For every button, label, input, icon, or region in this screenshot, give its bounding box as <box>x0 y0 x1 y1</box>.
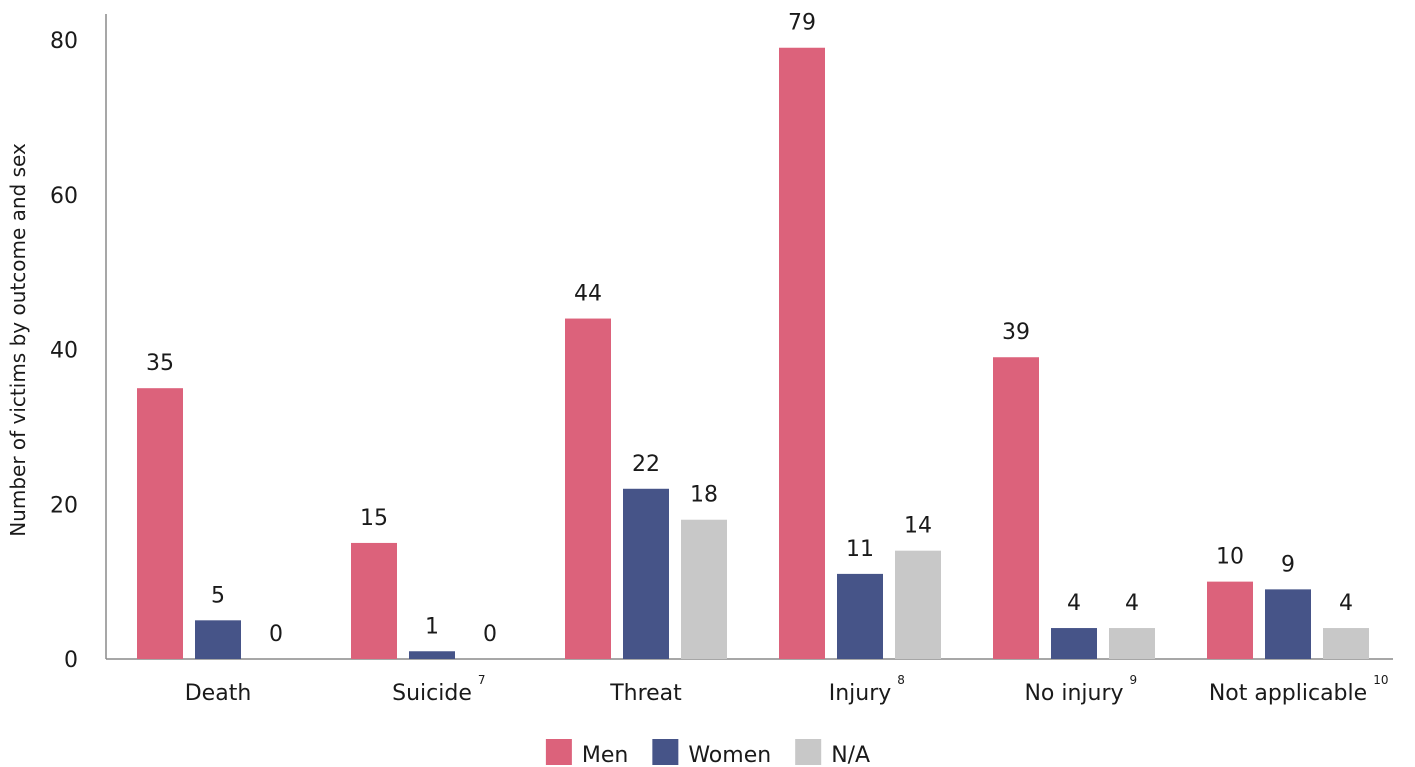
legend-swatch <box>545 739 572 765</box>
category-label: Not applicable <box>1209 681 1367 706</box>
data-label: 1 <box>425 614 439 639</box>
y-tick-label: 0 <box>64 648 78 673</box>
data-label: 11 <box>846 537 874 562</box>
legend-label: Women <box>688 743 771 767</box>
data-label: 0 <box>483 622 497 647</box>
bar-n-a <box>895 550 941 659</box>
data-label: 4 <box>1067 591 1081 616</box>
data-label: 18 <box>690 483 718 508</box>
data-label: 10 <box>1216 545 1244 570</box>
bar-men <box>1207 581 1253 659</box>
bar-women <box>409 651 455 659</box>
bar-women <box>623 488 669 659</box>
y-tick-label: 20 <box>50 493 78 518</box>
axes <box>105 14 1393 660</box>
category-footnote: 10 <box>1373 673 1388 687</box>
legend-item: Women <box>652 739 771 767</box>
category-label: No injury <box>1024 681 1123 706</box>
data-label: 79 <box>788 11 816 36</box>
category-footnote: 8 <box>897 673 905 687</box>
bar-men <box>565 318 611 659</box>
category-label: Suicide <box>392 681 472 706</box>
data-label: 5 <box>211 583 225 608</box>
data-label: 9 <box>1281 552 1295 577</box>
legend-item: Men <box>545 739 628 767</box>
category-label: Threat <box>609 681 682 706</box>
bar-men <box>351 542 397 659</box>
data-label: 44 <box>574 282 602 307</box>
bar-n-a <box>681 519 727 659</box>
legend-swatch <box>795 739 822 765</box>
legend-label: N/A <box>831 743 870 767</box>
bars <box>137 47 1369 660</box>
bar-n-a <box>1109 628 1155 659</box>
y-tick-label: 60 <box>50 184 78 209</box>
legend-item: N/A <box>795 739 870 767</box>
bar-women <box>1051 628 1097 659</box>
bar-men <box>993 357 1039 659</box>
category-labels: Death Suicide 7 Threat Injury 8 No injury 9 Not … <box>185 673 1389 706</box>
data-label: 15 <box>360 506 388 531</box>
data-label: 35 <box>146 351 174 376</box>
y-axis-title: Number of victims by outcome and sex <box>6 143 30 537</box>
bar-women <box>837 573 883 659</box>
data-label: 22 <box>632 452 660 477</box>
bar-n-a <box>1323 628 1369 659</box>
bar-women <box>195 620 241 659</box>
data-label: 4 <box>1339 591 1353 616</box>
legend-swatch <box>652 739 679 765</box>
legend-label: Men <box>582 743 628 767</box>
category-label: Death <box>185 681 252 706</box>
data-label: 4 <box>1125 591 1139 616</box>
data-label: 39 <box>1002 320 1030 345</box>
bar-men <box>779 47 825 660</box>
y-tick-label: 80 <box>50 29 78 54</box>
bar-men <box>137 388 183 659</box>
data-label: 0 <box>269 622 283 647</box>
bar-women <box>1265 589 1311 659</box>
category-footnote: 9 <box>1130 673 1138 687</box>
legend: Men Women N/A <box>545 739 870 767</box>
data-label: 14 <box>904 514 932 539</box>
category-footnote: 7 <box>478 673 486 687</box>
y-tick-label: 40 <box>50 339 78 364</box>
y-tick-labels: 0 20 40 60 80 <box>50 29 78 673</box>
category-label: Injury <box>829 681 892 706</box>
